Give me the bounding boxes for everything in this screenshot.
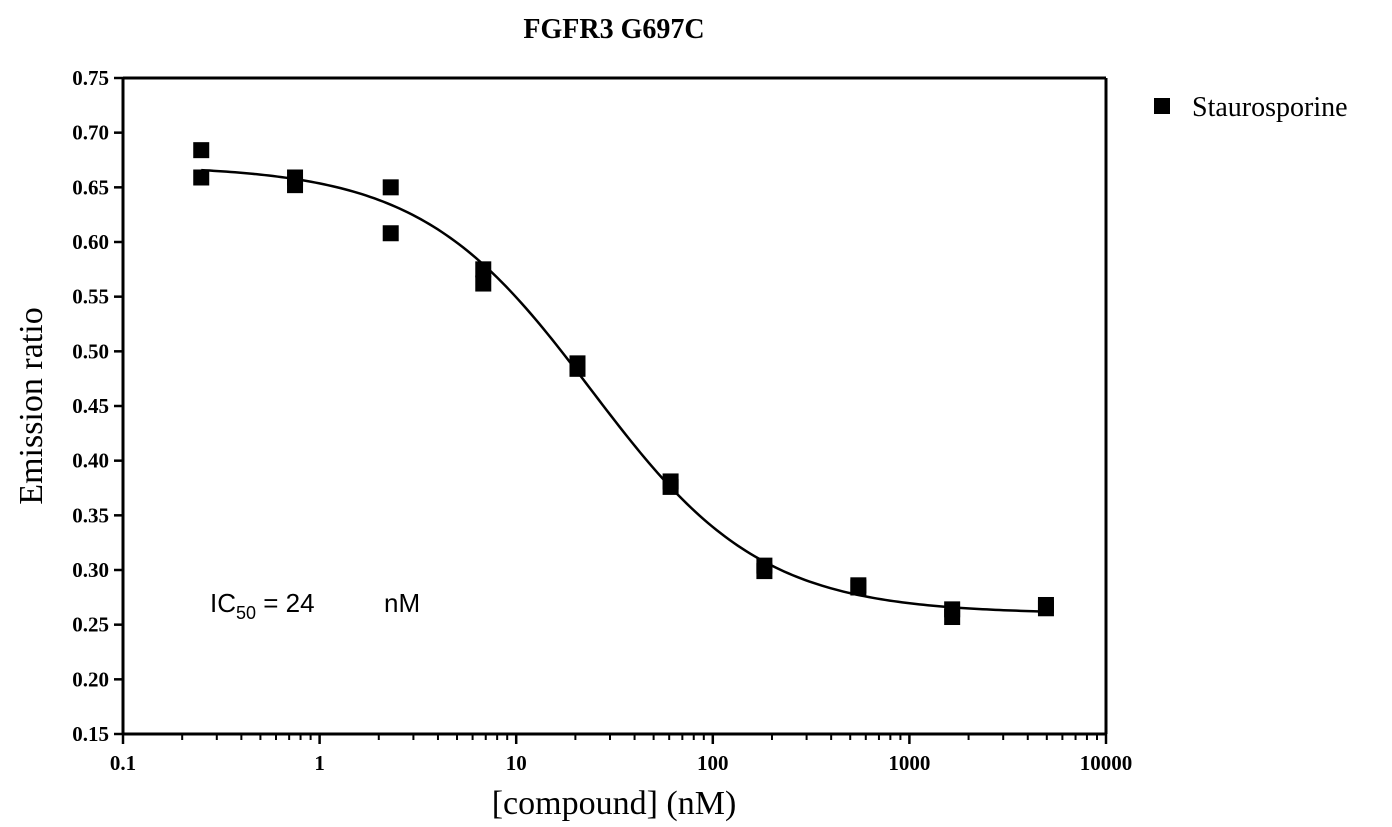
ic50-annotation: IC50 = 24 (210, 588, 315, 623)
y-tick-label: 0.70 (72, 121, 109, 145)
y-axis-title: Emission ratio (13, 307, 50, 504)
legend: Staurosporine (1154, 92, 1348, 123)
legend-marker (1154, 98, 1170, 114)
x-tick-label: 100 (697, 751, 729, 775)
y-tick-label: 0.30 (72, 558, 109, 582)
y-tick-label: 0.15 (72, 722, 109, 746)
y-tick-label: 0.60 (72, 230, 109, 254)
chart-title: FGFR3 G697C (523, 14, 704, 45)
y-tick-label: 0.55 (72, 285, 109, 309)
data-point (287, 177, 304, 194)
data-point (944, 609, 961, 626)
y-tick-label: 0.25 (72, 613, 109, 637)
data-point (662, 478, 679, 495)
y-tick-label: 0.75 (72, 66, 109, 90)
ic50-value: = 24 (256, 588, 315, 618)
data-point (1037, 600, 1054, 617)
data-point (850, 579, 867, 596)
x-tick-label: 1 (314, 751, 325, 775)
data-point (756, 563, 773, 580)
data-point (382, 179, 399, 196)
data-points (193, 142, 1054, 626)
y-axis-ticks: 0.15 0.20 0.25 0.30 0.35 0.40 0.45 0.50 0.55 0.60… (72, 66, 123, 746)
data-point (193, 169, 210, 186)
x-tick-label: 10 (506, 751, 527, 775)
x-tick-label: 10000 (1080, 751, 1133, 775)
data-point (475, 261, 492, 278)
y-tick-label: 0.50 (72, 339, 109, 363)
x-tick-label: 0.1 (110, 751, 136, 775)
data-point (382, 225, 399, 242)
data-point (569, 360, 586, 377)
y-tick-label: 0.35 (72, 503, 109, 527)
fit-curve (201, 168, 1046, 613)
ic50-unit: nM (384, 588, 420, 618)
x-axis-ticks: 0.1 1 10 100 1000 10000 (110, 734, 1132, 775)
x-axis-title: [compound] (nM) (492, 785, 737, 822)
ic50-subscript: 50 (236, 603, 256, 623)
y-tick-label: 0.45 (72, 394, 109, 418)
y-tick-label: 0.65 (72, 175, 109, 199)
x-tick-label: 1000 (888, 751, 930, 775)
ic50-prefix: IC (210, 588, 236, 618)
data-point (193, 142, 210, 159)
legend-label: Staurosporine (1192, 92, 1348, 123)
data-point (475, 275, 492, 292)
y-tick-label: 0.20 (72, 667, 109, 691)
y-tick-label: 0.40 (72, 449, 109, 473)
